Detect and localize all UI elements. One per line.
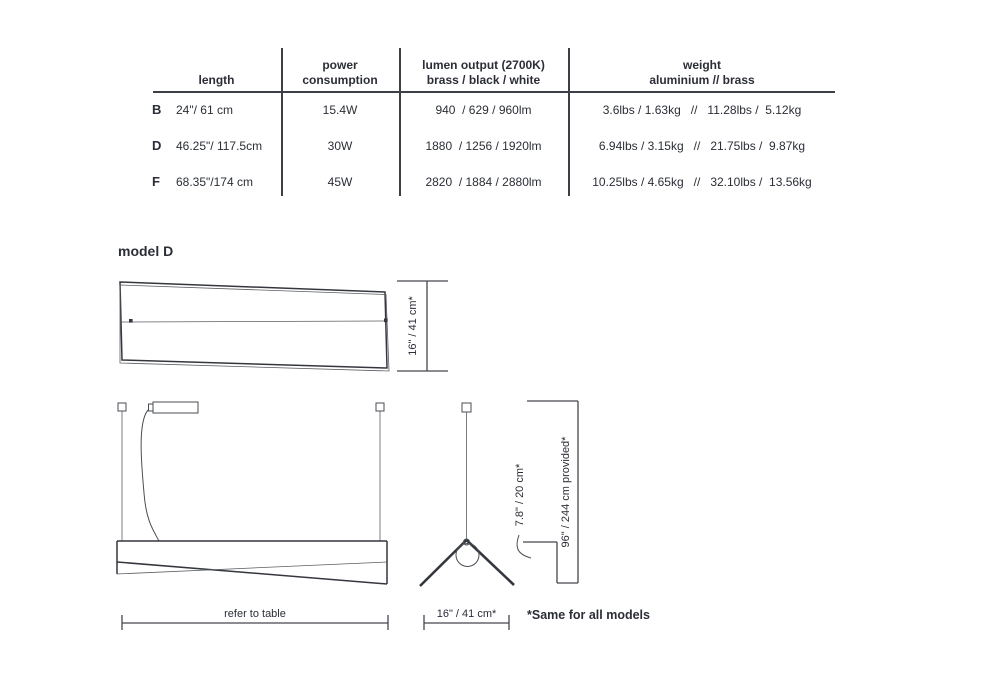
cell-length: 46.25"/ 117.5cm (176, 139, 263, 153)
ceiling-mount (375, 402, 385, 412)
cell-model: F (152, 174, 160, 189)
lamp-panel-outline (119, 284, 390, 372)
power-driver (152, 401, 199, 414)
cell-length: 24"/ 61 cm (176, 103, 233, 117)
cell-lumen: 940 / 629 / 960lm (435, 103, 532, 117)
power-driver-cap (148, 403, 154, 412)
cell-power: 45W (327, 175, 353, 189)
ceiling-mount (461, 402, 472, 413)
side-view-diagram: 7.8" / 20 cm* 96" / 244 cm provided* 16"… (419, 400, 579, 630)
footnote: *Same for all models (527, 608, 650, 622)
cell-weight: 3.6lbs / 1.63kg // 11.28lbs / 5.12kg (602, 103, 802, 117)
col-header-weight: weight aluminium // brass (568, 50, 836, 88)
col-header-label: weight (683, 58, 721, 72)
side-view-drop-dim-label: 7.8" / 20 cm* (514, 463, 526, 526)
panel-pivot-axis (120, 320, 388, 323)
lamp-panel-outline (119, 281, 388, 369)
cell-power: 30W (327, 139, 353, 153)
top-view-diagram: 16" / 41 cm* (119, 280, 448, 372)
cell-model: B (152, 102, 162, 117)
front-view-diagram: refer to table (116, 401, 389, 630)
col-header-label: consumption (302, 73, 378, 87)
dimension-line (397, 280, 448, 372)
cell-lumen: 2820 / 1884 / 2880lm (425, 175, 542, 189)
table-row: B 24"/ 61 cm 15.4W 940 / 629 / 960lm 3.6… (140, 102, 836, 120)
pivot-dot (129, 319, 133, 323)
spec-table: length power consumption lumen output (2… (140, 46, 836, 198)
col-header-label: aluminium // brass (649, 73, 755, 87)
ceiling-mount (117, 402, 127, 412)
cell-weight: 6.94lbs / 3.15kg // 21.75lbs / 9.87kg (598, 139, 806, 153)
dimension-line (121, 615, 389, 630)
power-cord (140, 409, 160, 542)
lamp-body (116, 540, 388, 584)
col-header-label: brass / black / white (426, 73, 541, 87)
col-header-length: length (146, 50, 287, 88)
table-row: F 68.35"/174 cm 45W 2820 / 1884 / 2880lm… (140, 174, 836, 192)
table-divider (399, 48, 401, 196)
dimension-line (423, 615, 510, 630)
table-row: D 46.25"/ 117.5cm 30W 1880 / 1256 / 1920… (140, 138, 836, 156)
pivot-joint (463, 538, 470, 546)
col-header-label: lumen output (2700K) (422, 58, 545, 72)
cell-model: D (152, 138, 162, 153)
table-divider (568, 48, 570, 196)
lamp-panel-edge (116, 561, 388, 585)
lamp-panel-edge (116, 561, 388, 575)
cell-length: 68.35"/174 cm (176, 175, 253, 189)
col-header-label: power (322, 58, 358, 72)
cell-weight: 10.25lbs / 4.65kg // 32.10lbs / 13.56kg (592, 175, 812, 189)
side-view-cable-dim-label: 96" / 244 cm provided* (560, 436, 572, 548)
table-header-rule (153, 91, 835, 93)
col-header-label: length (198, 73, 235, 87)
suspension-wire (121, 411, 381, 541)
front-view-length-dim-label: refer to table (224, 608, 286, 620)
table-divider (281, 48, 283, 196)
top-view-height-dim-label: 16" / 41 cm* (407, 296, 419, 356)
leader-curve (516, 534, 532, 559)
col-header-lumen: lumen output (2700K) brass / black / whi… (399, 50, 568, 88)
side-view-width-dim-label: 16" / 41 cm* (437, 608, 497, 620)
section-title: model D (118, 243, 174, 259)
cell-lumen: 1880 / 1256 / 1920lm (425, 139, 542, 153)
pivot-dot (384, 318, 388, 323)
cell-power: 15.4W (322, 103, 358, 117)
dimension-line (523, 400, 579, 584)
lamp-panels-side (419, 539, 515, 587)
col-header-power: power consumption (281, 50, 399, 88)
counterweight-sphere (455, 543, 480, 567)
